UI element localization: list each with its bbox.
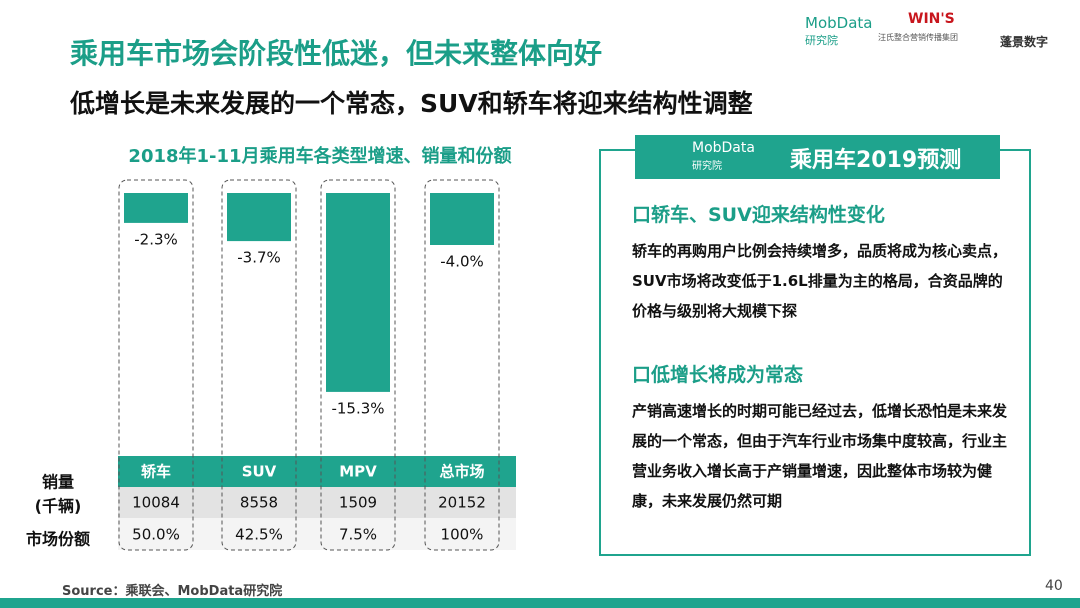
category-label: 总市场 [439, 463, 484, 481]
table-row [118, 518, 516, 550]
logo: 研究院 [805, 34, 838, 47]
section-body: 产销高速增长的时期可能已经过去，低增长恐怕是未来发展的一个常态，但由于汽车行业市… [632, 402, 1008, 510]
table-cell: 20152 [438, 494, 486, 512]
column-frame [221, 179, 297, 551]
category-label: SUV [242, 463, 277, 481]
panel-title: 乘用车2019预测 [790, 148, 962, 173]
table-cell: 8558 [240, 494, 278, 512]
page-number: 40 [1045, 578, 1063, 594]
bar [430, 193, 494, 245]
panel-logo: 研究院 [692, 161, 722, 172]
category-label: 轿车 [141, 463, 171, 481]
row-label: 市场份额 [26, 530, 90, 549]
table-cell: 7.5% [339, 526, 377, 544]
table-cell: 100% [441, 526, 484, 544]
panel-header [635, 135, 1000, 179]
logo: WIN'S [908, 11, 955, 27]
title: 乘用车市场会阶段性低迷，但未来整体向好 [70, 37, 603, 70]
column-frame [118, 179, 194, 551]
section-heading: 口轿车、SUV迎来结构性变化 [632, 204, 885, 226]
chart-title: 2018年1-11月乘用车各类型增速、销量和份额 [128, 145, 511, 167]
table-cell: 10084 [132, 494, 180, 512]
bar [326, 193, 390, 392]
subtitle: 低增长是未来发展的一个常态，SUV和轿车将迎来结构性调整 [70, 89, 753, 118]
logo: 汪氏整合营销传播集团 [878, 33, 958, 42]
value-label: -4.0% [440, 253, 484, 271]
column-frame [424, 179, 500, 551]
table-header [118, 456, 516, 487]
panel-logo: MobData [692, 140, 755, 156]
row-label: (千辆) [35, 497, 82, 516]
section-body: 轿车的再购用户比例会持续增多，品质将成为核心卖点，SUV市场将改变低于1.6L排… [632, 242, 1008, 320]
value-label: -15.3% [331, 399, 384, 417]
logo: MobData [805, 14, 873, 32]
category-label: MPV [339, 463, 377, 481]
column-frame [320, 179, 396, 551]
table-cell: 42.5% [235, 526, 283, 544]
logo: 蓬景数字 [1000, 35, 1049, 49]
section-heading: 口低增长将成为常态 [632, 364, 804, 386]
table-cell: 1509 [339, 494, 377, 512]
row-label: 销量 [42, 473, 74, 492]
footer-stripe [0, 598, 1080, 608]
value-label: -2.3% [134, 230, 178, 248]
bar [227, 193, 291, 242]
source: Source：乘联会、MobData研究院 [62, 584, 283, 599]
table-row [118, 487, 516, 518]
bar [124, 193, 188, 223]
table-cell: 50.0% [132, 526, 180, 544]
value-label: -3.7% [237, 249, 281, 267]
